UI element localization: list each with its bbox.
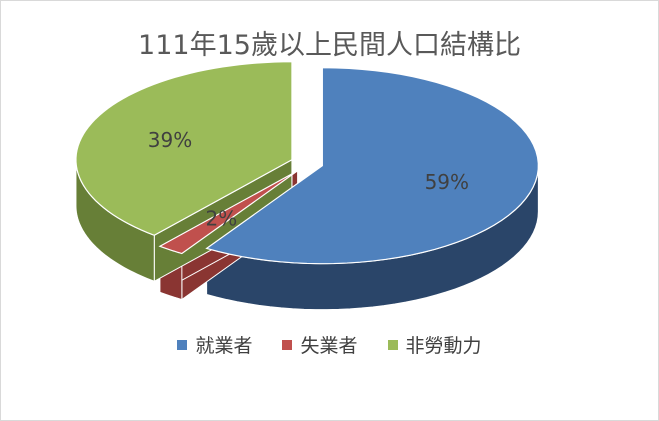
legend-item-employed: 就業者 <box>177 331 252 358</box>
legend-swatch <box>387 339 398 350</box>
legend-item-not-in-labor-force: 非勞動力 <box>387 331 482 358</box>
legend-label: 就業者 <box>195 335 253 357</box>
pie-slice <box>158 170 298 255</box>
pie-slice <box>75 61 293 236</box>
pie-slice <box>205 67 539 265</box>
chart-title: 111年15歲以上民間人口結構比 <box>138 30 521 61</box>
legend-label: 非勞動力 <box>405 335 482 357</box>
legend-swatch <box>177 339 188 350</box>
legend-item-unemployed: 失業者 <box>282 331 358 358</box>
data-labels: 59% 2% 39% <box>148 128 469 231</box>
slice-tops <box>75 61 539 265</box>
legend-label: 失業者 <box>300 335 358 357</box>
legend: 就業者 失業者 非勞動力 <box>1 331 658 358</box>
legend-swatch <box>282 339 293 350</box>
data-label: 59% <box>425 170 469 194</box>
data-label: 39% <box>148 128 192 152</box>
data-label: 2% <box>206 206 238 230</box>
